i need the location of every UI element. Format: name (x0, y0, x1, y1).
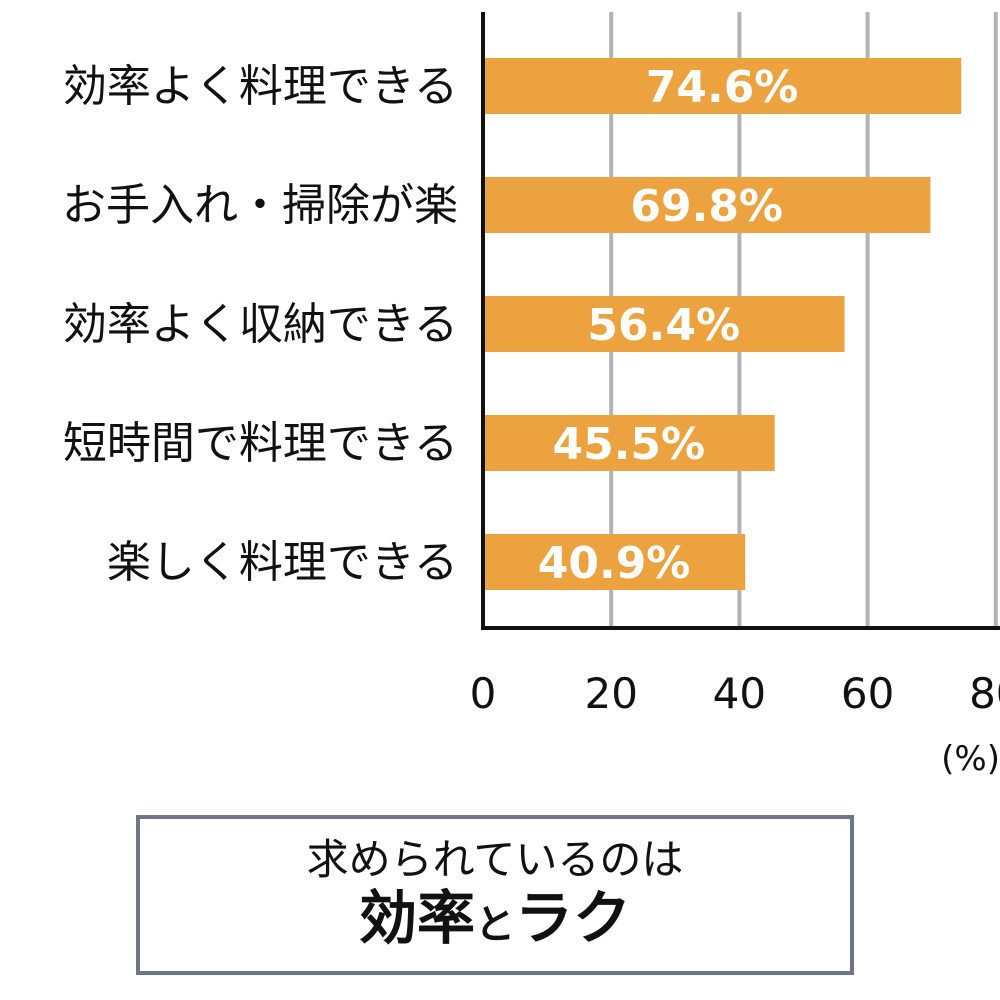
tick-labels: 0 20 40 60 80 (470, 669, 1000, 718)
category-label-2: 効率よく収納できる (63, 299, 458, 350)
caption-word-ease: ラク (515, 884, 632, 953)
bar-chart: 74.6% 69.8% 56.4% 45.5% 40.9% 効率よく料理できるお手入れ・… (62, 12, 1000, 779)
bar-0 (483, 58, 962, 114)
bars: 74.6% 69.8% 56.4% 45.5% 40.9% (483, 58, 962, 590)
x-unit-label: (%) (941, 739, 1000, 779)
category-label-1: お手入れ・掃除が楽 (62, 180, 458, 231)
value-label-1: 69.8% (630, 181, 783, 232)
value-label-2: 56.4% (587, 300, 740, 351)
value-label-3: 45.5% (552, 419, 705, 470)
caption-word-efficiency: 効率 (358, 884, 475, 953)
axes (481, 12, 1000, 630)
caption-particle: と (475, 902, 515, 949)
category-label-3: 短時間で料理できる (63, 418, 458, 469)
bar-3 (483, 415, 775, 471)
caption-line1: 求められているのは (306, 835, 684, 885)
tick-label-0: 0 (470, 669, 497, 718)
tick-label-40: 40 (713, 669, 766, 718)
category-labels: 効率よく料理できるお手入れ・掃除が楽効率よく収納できる短時間で料理できる楽しく料… (62, 61, 458, 588)
value-label-4: 40.9% (538, 538, 691, 589)
tick-label-80: 80 (969, 669, 1000, 718)
category-label-4: 楽しく料理できる (107, 537, 458, 588)
tick-label-60: 60 (841, 669, 894, 718)
caption-box: 求められているのは 効率とラク (136, 815, 854, 975)
tick-label-20: 20 (584, 669, 637, 718)
category-label-0: 効率よく料理できる (63, 61, 458, 112)
bar-2 (483, 296, 845, 352)
value-label-0: 74.6% (646, 62, 799, 113)
bar-1 (483, 177, 931, 233)
caption-line2: 効率とラク (359, 884, 631, 954)
bar-4 (483, 534, 746, 590)
